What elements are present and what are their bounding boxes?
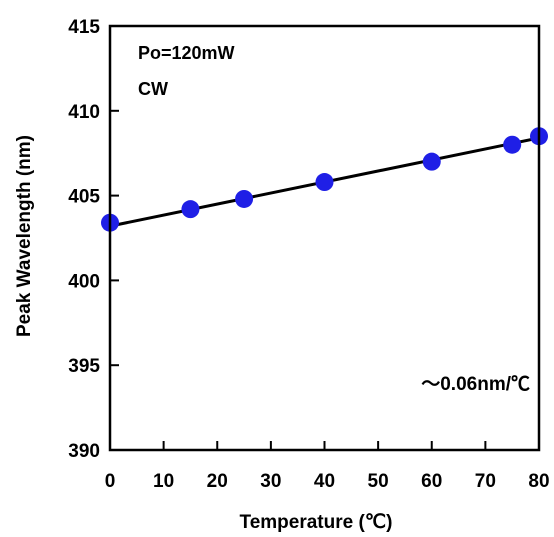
y-tick-label: 390 [68, 441, 100, 462]
y-tick-label: 415 [68, 17, 100, 38]
x-tick-label: 80 [528, 471, 549, 492]
y-tick-label: 405 [68, 187, 100, 208]
plot-area-frame [108, 24, 541, 452]
data-point [422, 152, 441, 171]
annotation-power: Po=120mW [138, 43, 235, 63]
x-tick-label: 40 [314, 471, 335, 492]
x-tick-label: 60 [421, 471, 442, 492]
data-point [503, 135, 522, 154]
x-tick-label: 0 [105, 471, 116, 492]
x-axis-ticks: 0 10 20 30 40 50 60 70 80 [105, 441, 550, 492]
data-point [181, 200, 200, 219]
x-tick-label: 70 [475, 471, 496, 492]
x-tick-label: 10 [153, 471, 174, 492]
data-point [315, 173, 334, 192]
x-axis-label: Temperature (℃) [240, 512, 393, 533]
y-tick-label: 395 [68, 356, 100, 377]
y-axis-ticks: 390 395 400 405 410 415 [68, 17, 119, 462]
annotation-slope: ～0.06nm/℃ [421, 374, 530, 395]
x-tick-label: 50 [368, 471, 389, 492]
annotation-mode: CW [138, 79, 168, 99]
y-tick-label: 400 [68, 271, 100, 292]
x-tick-label: 20 [207, 471, 228, 492]
x-tick-label: 30 [260, 471, 281, 492]
y-tick-label: 410 [68, 102, 100, 123]
y-axis-label: Peak Wavelength (nm) [14, 135, 35, 337]
data-points [101, 127, 548, 232]
data-point [235, 189, 254, 208]
